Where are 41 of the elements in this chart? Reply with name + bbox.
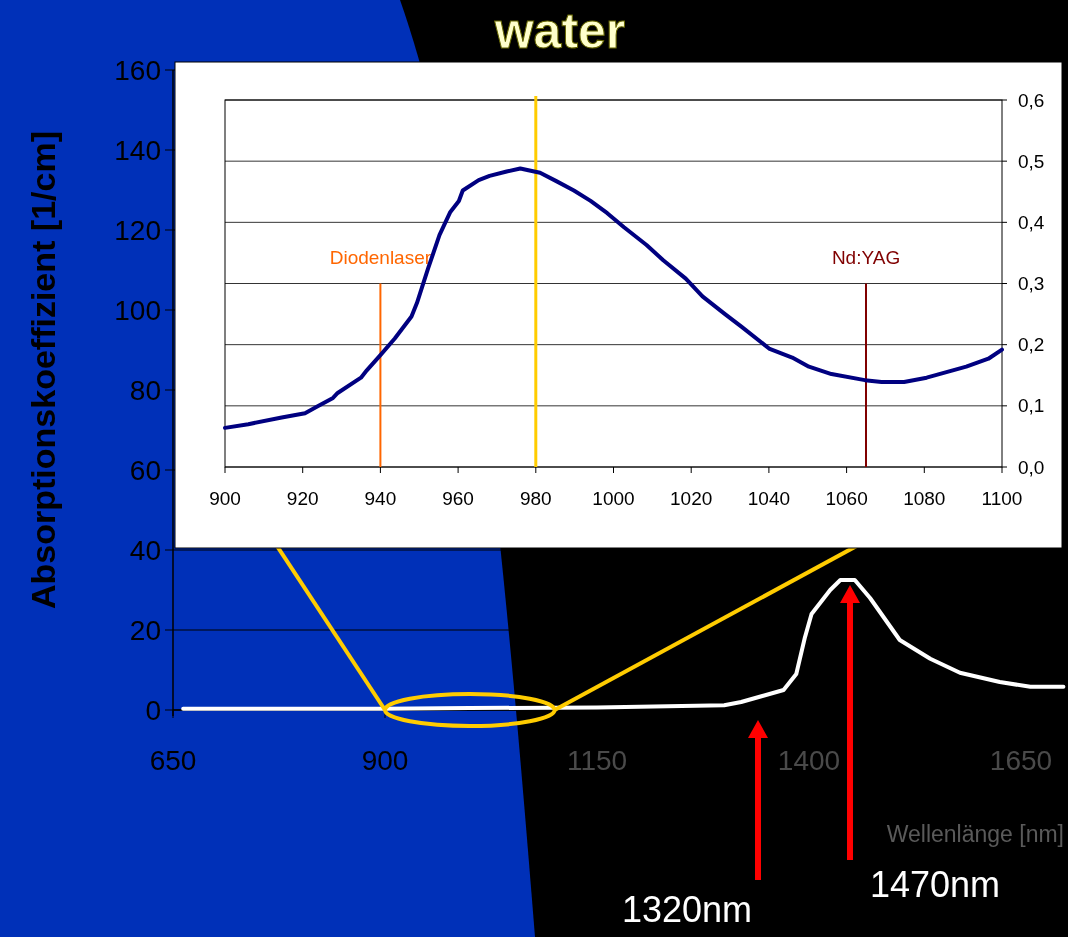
ref-line-label: Nd:YAG	[831, 246, 901, 268]
x-tick-label: 960	[442, 488, 474, 509]
y-tick-label: 120	[114, 214, 161, 246]
ref-line-label: Diodenlaser	[329, 246, 432, 268]
y-tick-label: 160	[114, 54, 161, 86]
x-tick-label: 980	[519, 488, 552, 509]
x-tick-label: 1000	[592, 488, 635, 509]
x-tick-label: 650	[149, 745, 197, 776]
y-tick-label: 0,4	[1018, 211, 1045, 233]
line-series	[181, 578, 1066, 711]
x-tick-label: 900	[361, 745, 409, 776]
y-axis-title: Absorptionskoeffizient [1/cm]	[24, 131, 62, 609]
y-tick-label: 60	[129, 454, 161, 486]
y-tick-label: 0,6	[1018, 89, 1045, 111]
y-tick-label: 0	[145, 694, 161, 726]
y-tick-label: 0,2	[1018, 334, 1045, 356]
line-series	[223, 166, 1004, 430]
y-tick-label: 0,3	[1018, 273, 1045, 295]
x-tick-label: 1400	[777, 745, 841, 776]
y-tick-label: 140	[114, 134, 161, 166]
y-tick-label: 100	[114, 294, 161, 326]
x-tick-label: 920	[286, 488, 319, 509]
y-tick-label: 40	[129, 534, 161, 566]
x-tick-label: 1100	[981, 488, 1023, 509]
text: 1470nm	[870, 864, 1001, 905]
x-tick-label: 1080	[903, 488, 946, 509]
chart-title: water	[493, 3, 626, 59]
x-axis-title: Wellenlänge [nm]	[886, 821, 1064, 847]
y-tick-label: 0,1	[1018, 395, 1045, 417]
x-tick-label: 1150	[566, 745, 628, 776]
y-tick-label: 20	[129, 614, 161, 646]
y-tick-label: 0,0	[1018, 456, 1045, 478]
x-tick-label: 1020	[670, 488, 713, 509]
text: 1320nm	[621, 889, 752, 930]
x-tick-label: 1060	[825, 488, 868, 509]
y-tick-label: 0,5	[1018, 150, 1045, 172]
y-tick-label: 80	[129, 374, 161, 406]
x-tick-label: 940	[364, 488, 397, 509]
x-tick-label: 1650	[989, 745, 1053, 776]
x-tick-label: 1040	[747, 488, 791, 509]
x-tick-label: 900	[209, 488, 241, 509]
